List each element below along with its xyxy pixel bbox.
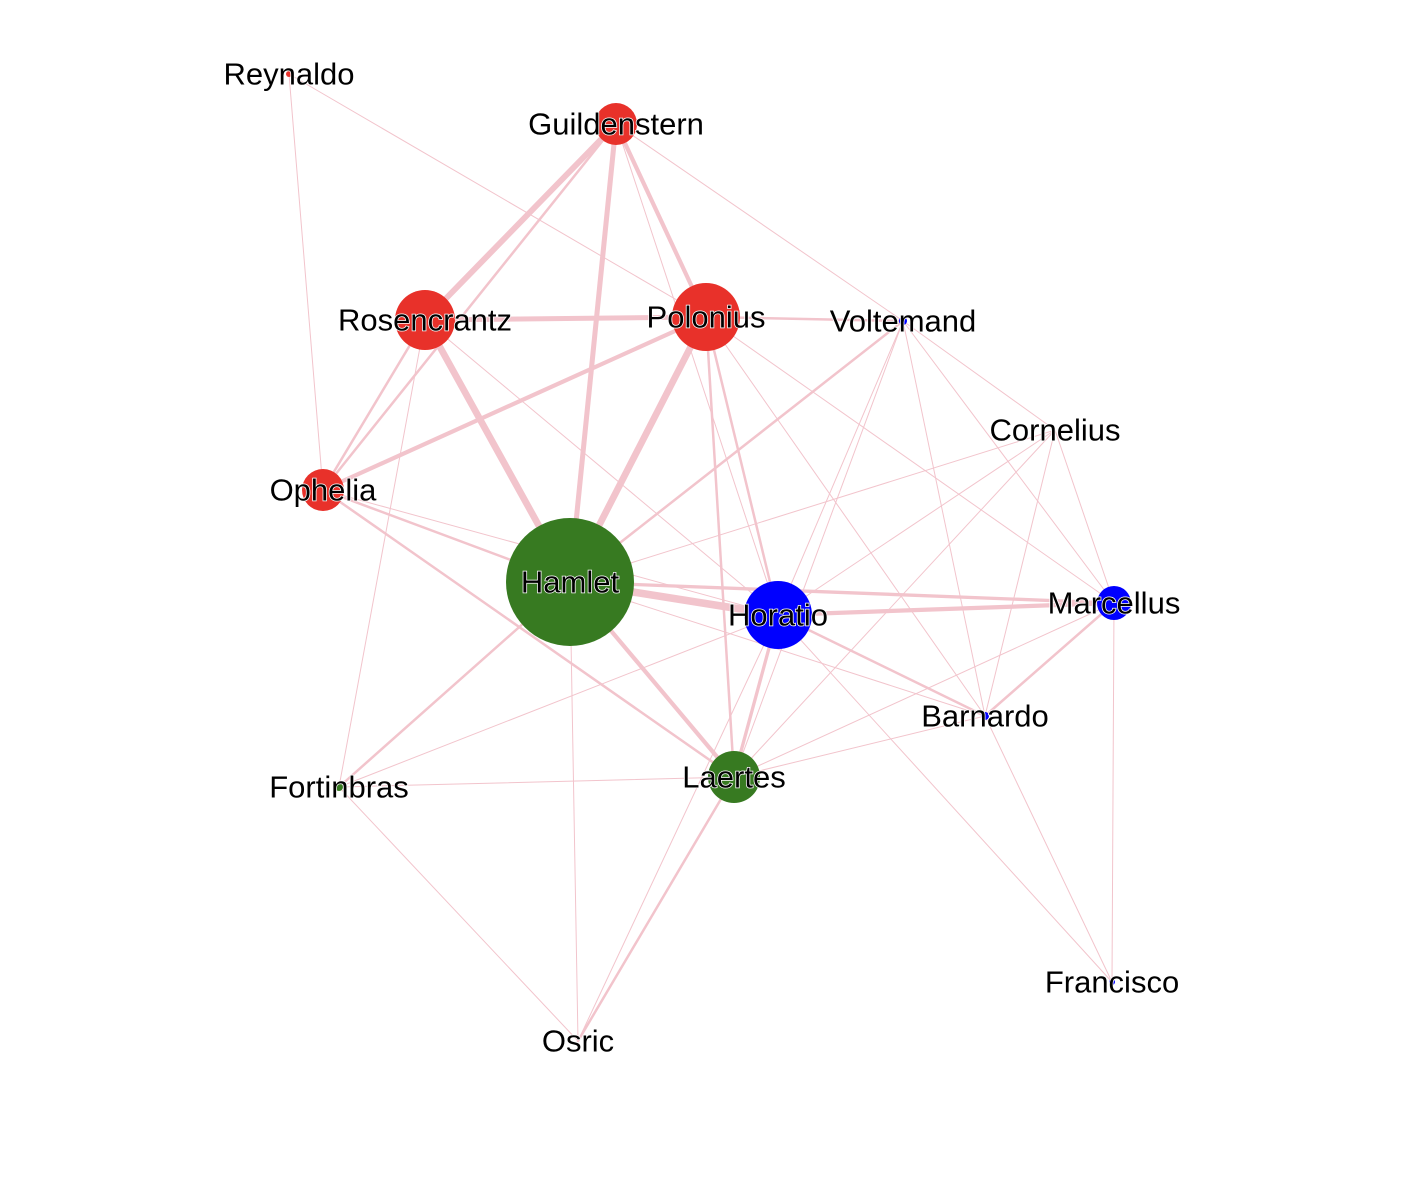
edge-marcellus-francisco	[1111, 602, 1115, 983]
node-hamlet[interactable]	[506, 518, 634, 646]
node-marcellus[interactable]	[1097, 586, 1131, 620]
node-label-marcellus: Marcellus	[1048, 586, 1181, 621]
node-label-ophelia: Ophelia	[270, 473, 378, 508]
node-label-laertes: Laertes	[682, 760, 785, 795]
edge-polonius-laertes	[704, 315, 736, 779]
edge-hamlet-voltemand	[568, 319, 905, 584]
edge-horatio-fortinbras	[338, 614, 779, 788]
node-label-rosencrantz: Rosencrantz	[338, 303, 512, 338]
edge-ophelia-laertes	[321, 488, 736, 779]
node-francisco[interactable]	[1109, 979, 1115, 985]
edge-guildenstern-horatio	[615, 123, 779, 616]
edge-hamlet-marcellus	[568, 580, 1116, 605]
node-barnardo[interactable]	[981, 712, 989, 720]
edge-cornelius-laertes	[733, 429, 1056, 778]
edge-marcellus-laertes	[733, 602, 1115, 778]
node-voltemand[interactable]	[899, 317, 907, 325]
node-reynaldo[interactable]	[286, 71, 292, 77]
edge-laertes-osric	[576, 775, 736, 1043]
node-label-cornelius: Cornelius	[990, 413, 1121, 448]
edge-voltemand-cornelius	[902, 320, 1056, 431]
edge-marcellus-cornelius	[1054, 429, 1115, 604]
edge-barnardo-cornelius	[984, 429, 1056, 717]
edge-polonius-barnardo	[705, 316, 986, 717]
edge-guildenstern-ophelia	[321, 122, 618, 492]
edge-guildenstern-voltemand	[615, 123, 904, 322]
edge-horatio-marcellus	[775, 600, 1117, 618]
edge-barnardo-francisco	[984, 715, 1113, 983]
edge-hamlet-cornelius	[569, 429, 1056, 583]
node-label-voltemand: Voltemand	[830, 304, 977, 339]
edge-horatio-cornelius	[777, 429, 1056, 616]
edge-horatio-francisco	[777, 614, 1113, 983]
edge-polonius-marcellus	[705, 316, 1115, 604]
nodes-layer	[286, 71, 1131, 985]
labels-layer: Hamlet Horatio Polonius Rosencrantz Guildens…	[223, 56, 1181, 1060]
edge-rosencrantz-fortinbras	[338, 319, 426, 788]
node-label-francisco: Francisco	[1045, 965, 1179, 1000]
edge-hamlet-guildenstern	[567, 121, 619, 585]
edge-laertes-fortinbras	[338, 776, 735, 788]
node-label-polonius: Polonius	[647, 300, 766, 335]
edge-horatio-barnardo	[776, 613, 987, 718]
edge-barnardo-voltemand	[902, 320, 986, 717]
node-label-hamlet: Hamlet	[521, 565, 620, 600]
edge-fortinbras-osric	[338, 786, 579, 1042]
edge-rosencrantz-ophelia	[321, 318, 427, 492]
edge-marcellus-voltemand	[902, 320, 1115, 604]
edge-hamlet-osric	[569, 581, 579, 1042]
node-fortinbras[interactable]	[335, 783, 343, 791]
node-label-barnardo: Barnardo	[921, 699, 1049, 734]
node-label-osric: Osric	[542, 1024, 614, 1059]
node-guildenstern[interactable]	[595, 103, 637, 145]
node-label-fortinbras: Fortinbras	[269, 770, 409, 805]
edge-horatio-osric	[577, 614, 779, 1042]
node-polonius[interactable]	[672, 283, 740, 351]
edge-rosencrantz-polonius	[422, 314, 709, 323]
edge-polonius-horatio	[704, 315, 780, 617]
edge-marcellus-barnardo	[983, 601, 1116, 718]
edge-rosencrantz-guildenstern	[422, 121, 619, 323]
edge-guildenstern-polonius	[613, 121, 709, 320]
edge-barnardo-laertes	[733, 715, 986, 778]
edges-layer	[288, 73, 1117, 1043]
node-ophelia[interactable]	[302, 469, 344, 511]
node-label-guildenstern: Guildenstern	[528, 107, 704, 142]
node-laertes[interactable]	[708, 751, 760, 803]
edge-polonius-ophelia	[320, 314, 709, 493]
node-label-reynaldo: Reynaldo	[224, 57, 355, 92]
edge-voltemand-laertes	[733, 320, 904, 778]
edge-rosencrantz-horatio	[424, 319, 779, 616]
edge-polonius-reynaldo	[288, 73, 707, 318]
edge-reynaldo-ophelia	[288, 73, 324, 491]
edge-horatio-voltemand	[777, 320, 904, 616]
node-label-horatio: Horatio	[728, 598, 828, 633]
node-horatio[interactable]	[744, 581, 812, 649]
node-rosencrantz[interactable]	[395, 290, 455, 350]
